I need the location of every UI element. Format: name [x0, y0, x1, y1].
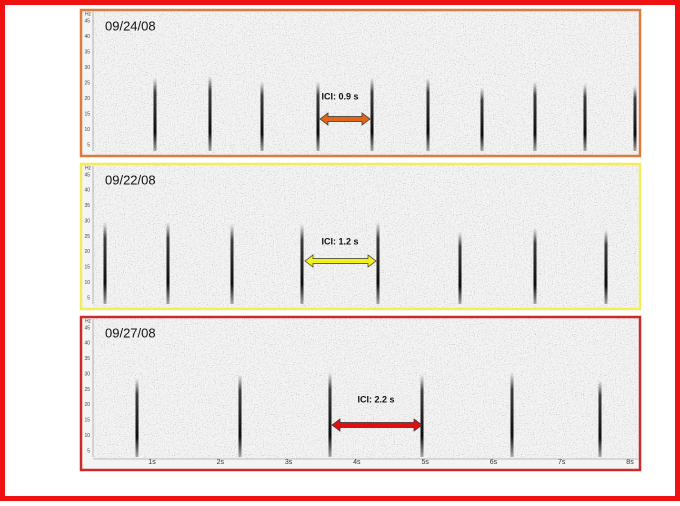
y-tick-label: 20 [84, 249, 90, 255]
panel-border [79, 8, 642, 158]
call-streak [328, 372, 332, 457]
y-tick-label: 20 [84, 402, 90, 408]
call-streak [238, 374, 242, 457]
panel-border [79, 162, 642, 311]
ici-arrow [319, 112, 371, 126]
panel-date: 09/22/08 [105, 172, 156, 187]
call-streak [420, 374, 424, 457]
spectrogram [93, 318, 638, 459]
call-streak [153, 77, 157, 151]
y-tick-label: 25 [84, 387, 90, 393]
time-tick-label: 6s [490, 459, 498, 466]
call-streak [533, 227, 537, 304]
y-tick-label: 10 [84, 127, 90, 133]
y-tick-label: 10 [84, 433, 90, 439]
y-tick-label: 40 [84, 34, 90, 40]
call-streak [135, 378, 139, 457]
call-streak [633, 85, 637, 151]
y-tick-label: 45 [84, 18, 90, 24]
y-tick-label: 25 [84, 80, 90, 86]
y-tick-label: 15 [84, 265, 90, 271]
call-streak [604, 229, 608, 304]
ici-label: ICI: 2.2 s [357, 394, 394, 404]
panel-date: 09/27/08 [105, 325, 156, 340]
y-tick-label: 35 [84, 203, 90, 209]
call-streak [103, 221, 107, 304]
y-unit: Hz [85, 11, 92, 17]
y-tick-label: 40 [84, 188, 90, 194]
y-unit: Hz [85, 165, 92, 171]
y-tick-label: 45 [84, 325, 90, 331]
call-streak [316, 81, 320, 151]
y-tick-label: 5 [87, 142, 90, 148]
panel-border [79, 315, 642, 472]
time-tick-label: 4s [353, 459, 361, 466]
call-streak [598, 380, 602, 457]
time-tick-label: 7s [558, 459, 566, 466]
y-unit: Hz [85, 318, 92, 324]
time-tick-label: 5s [421, 459, 429, 466]
y-tick-label: 5 [87, 448, 90, 454]
ici-arrow [331, 418, 423, 432]
call-streak [426, 77, 430, 151]
y-tick-label: 40 [84, 341, 90, 347]
call-streak [583, 83, 587, 151]
spectrogram [93, 165, 638, 308]
call-streak [260, 81, 264, 151]
call-streak [300, 223, 304, 304]
time-tick-label: 1s [148, 459, 156, 466]
call-streak [510, 372, 514, 457]
ici-arrow [304, 254, 377, 268]
y-tick-label: 35 [84, 49, 90, 55]
time-tick-label: 2s [217, 459, 225, 466]
panel-date: 09/24/08 [105, 18, 156, 33]
y-tick-label: 30 [84, 218, 90, 224]
y-tick-label: 30 [84, 65, 90, 71]
y-tick-label: 35 [84, 356, 90, 362]
ici-label: ICI: 0.9 s [321, 91, 358, 101]
call-streak [166, 221, 170, 304]
y-tick-label: 5 [87, 295, 90, 301]
time-tick-label: 8s [626, 459, 634, 466]
call-streak [376, 221, 380, 304]
call-streak [533, 81, 537, 151]
y-tick-label: 30 [84, 371, 90, 377]
y-tick-label: 15 [84, 418, 90, 424]
y-tick-label: 20 [84, 96, 90, 102]
y-tick-label: 25 [84, 234, 90, 240]
time-tick-label: 3s [285, 459, 293, 466]
ici-label: ICI: 1.2 s [321, 236, 358, 246]
call-streak [230, 223, 234, 304]
y-tick-label: 15 [84, 111, 90, 117]
y-tick-label: 45 [84, 172, 90, 178]
call-streak [370, 77, 374, 151]
y-tick-label: 10 [84, 280, 90, 286]
call-streak [458, 231, 462, 304]
call-streak [480, 87, 484, 151]
spectrogram [93, 11, 638, 155]
call-streak [208, 75, 212, 151]
